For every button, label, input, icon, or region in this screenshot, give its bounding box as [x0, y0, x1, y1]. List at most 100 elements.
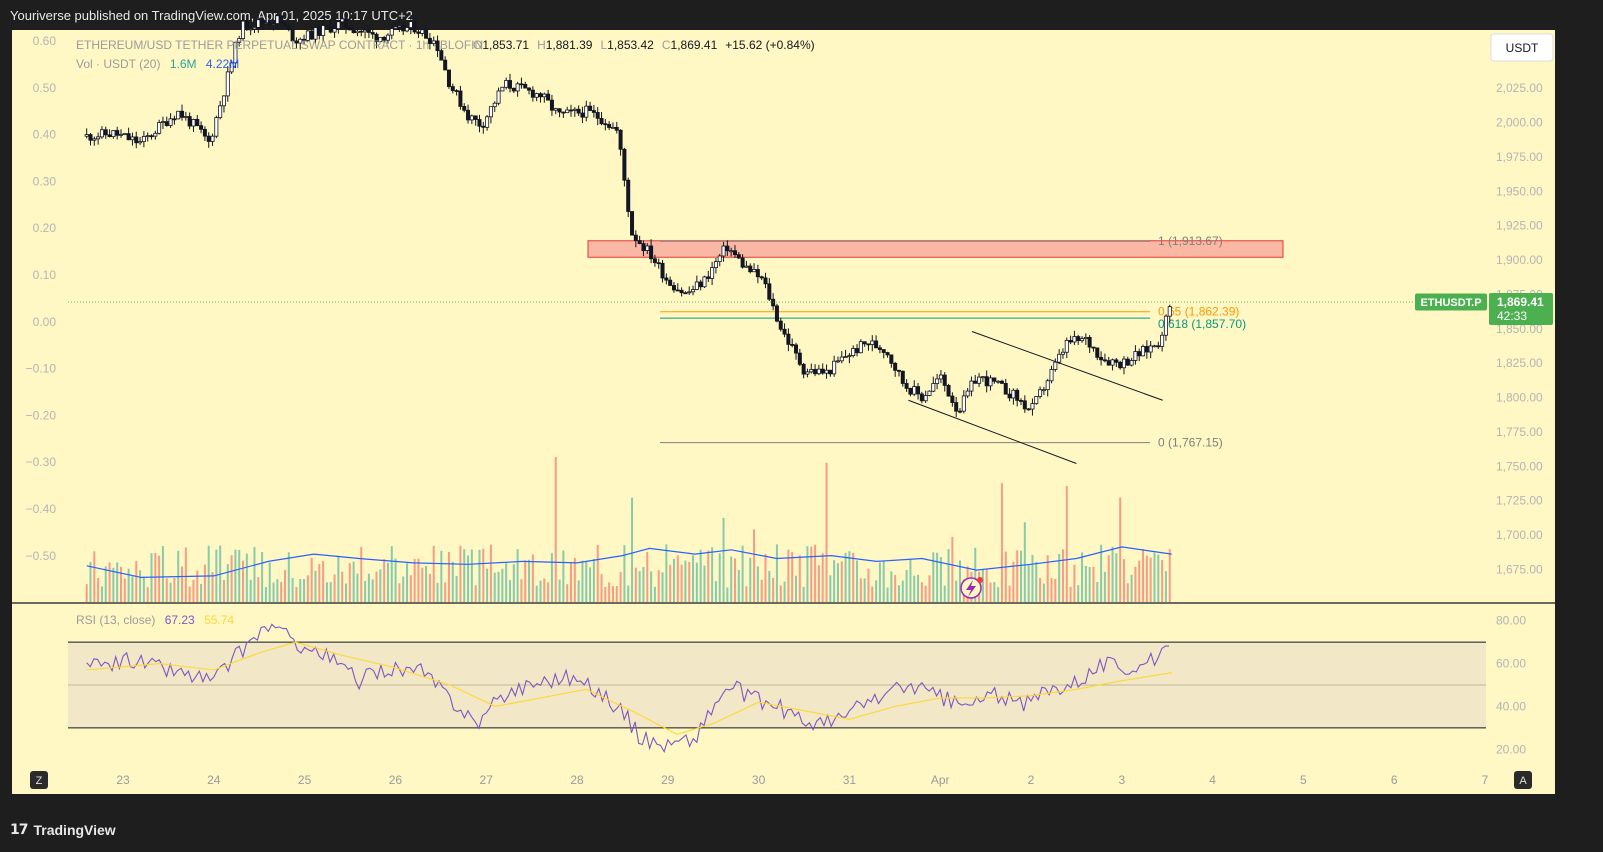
volume-bar: [528, 559, 531, 602]
time-tick: 23: [116, 773, 130, 787]
volume-bar: [375, 571, 378, 602]
fib-level-label: 0.618 (1,857.70): [1158, 317, 1246, 331]
current-price-tag[interactable]: [1489, 293, 1553, 326]
time-axis[interactable]: 23 24 25 26 27 28 29 30 31 Apr 2 3 4 5 6 7: [116, 773, 1488, 787]
volume-bar: [619, 572, 622, 602]
volume-bar: [436, 582, 439, 602]
price-tick: 1,900.00: [1496, 253, 1543, 267]
currency-button[interactable]: [1490, 33, 1554, 62]
rsi-line: [86, 623, 1170, 753]
left-axis[interactable]: 0.60 0.50 0.40 0.30 0.20 0.10 0.00 −0.10 −0.20 −0…: [26, 34, 57, 563]
volume-bar: [348, 563, 351, 602]
candle-body: [138, 141, 143, 144]
volume-bar: [718, 553, 721, 602]
volume-bar: [489, 544, 492, 602]
volume-bar: [730, 556, 733, 602]
candle-body: [759, 276, 764, 279]
volume-bar: [806, 546, 809, 602]
volume-bar: [379, 569, 382, 602]
candle-body: [896, 369, 901, 372]
candle-body: [721, 245, 726, 257]
candle-body: [885, 352, 890, 356]
volume-bar: [234, 549, 237, 602]
volume-bar: [775, 544, 778, 602]
volume-bar: [367, 573, 370, 602]
candle-body: [557, 108, 562, 113]
volume-bar: [478, 549, 481, 602]
candle-body: [397, 25, 402, 28]
candle-body: [511, 87, 516, 92]
falling-wedge-lines[interactable]: [908, 331, 1163, 464]
volume-bar: [913, 575, 916, 602]
auto-scale-button[interactable]: [1514, 771, 1532, 789]
volume-bar: [756, 566, 759, 602]
rsi-axis[interactable]: 80.00 60.00 40.00 20.00: [1496, 614, 1526, 757]
volume-bar: [135, 560, 138, 602]
candle-body: [1144, 346, 1149, 353]
rsi-tick: 60.00: [1496, 657, 1526, 671]
candle-body: [935, 378, 940, 384]
time-tick: 25: [298, 773, 312, 787]
volume-bar: [657, 570, 660, 602]
volume-bar: [684, 560, 687, 602]
candle-body: [588, 105, 593, 111]
candle-body: [252, 26, 257, 30]
tradingview-logo[interactable]: 17 TradingView: [10, 822, 116, 838]
fib-retracement[interactable]: 1 (1,913.67) 0.65 (1,862.39)0.618 (1,857.…: [660, 234, 1246, 450]
volume-bar: [1058, 553, 1061, 602]
volume-bar: [287, 552, 290, 602]
candle-body: [839, 356, 844, 362]
candle-body: [1049, 369, 1054, 382]
candle-body: [710, 267, 715, 279]
volume-bar: [314, 570, 317, 602]
candle-body: [569, 109, 574, 112]
candle-body: [290, 29, 295, 42]
ohlc-key: L: [600, 38, 607, 52]
volume-bar: [158, 555, 161, 602]
rsi-tick: 40.00: [1496, 699, 1526, 713]
volume-bar: [474, 585, 477, 602]
symbol-tag[interactable]: [1415, 293, 1487, 311]
candle-body: [149, 135, 154, 138]
candle-body: [263, 22, 268, 25]
candle-body: [519, 83, 524, 86]
zoom-button[interactable]: [30, 771, 48, 789]
volume-bar: [985, 569, 988, 602]
candle-body: [439, 50, 444, 61]
candle-body: [1129, 360, 1134, 366]
volume-bar: [467, 555, 470, 602]
volume-bar: [634, 567, 637, 602]
candle-body: [1045, 380, 1050, 391]
price-axis[interactable]: 2,025.00 2,000.00 1,975.00 1,950.00 1,925.00…: [1496, 81, 1543, 576]
candle-body: [668, 279, 673, 286]
volume-bar: [886, 587, 889, 602]
candle-body: [1087, 336, 1092, 348]
candle-body: [591, 110, 596, 113]
ohlc-value: 1,853.71: [482, 38, 529, 52]
svg-text:RSI (13, close) 67.23: RSI (13, close) 67.23 55.74: [76, 613, 234, 627]
volume-bar: [310, 557, 313, 602]
volume-bar: [672, 558, 675, 602]
candle-body: [187, 116, 192, 127]
volume-bar: [726, 587, 729, 602]
candle-body: [1152, 345, 1157, 348]
price-tick: 1,750.00: [1496, 459, 1543, 473]
volume-bar: [821, 553, 824, 602]
candle-body: [488, 106, 493, 118]
candle-body: [919, 393, 924, 402]
lightning-icon[interactable]: [960, 577, 983, 599]
volume-bar: [760, 579, 763, 602]
candle-body: [507, 80, 512, 89]
bar-countdown: 42:33: [1497, 309, 1527, 323]
candle-body: [157, 122, 162, 134]
candle-body: [553, 108, 558, 111]
candle-body: [870, 340, 875, 345]
candle-body: [855, 348, 860, 354]
time-tick: 2: [1028, 773, 1035, 787]
volume-bar: [322, 561, 325, 602]
rsi-tick: 20.00: [1496, 742, 1526, 756]
symbol-title[interactable]: ETHEREUM/USD TETHER PERPETUAL SWAP CONTR…: [76, 38, 483, 52]
volume-bar: [440, 550, 443, 602]
candle-body: [1160, 334, 1165, 347]
